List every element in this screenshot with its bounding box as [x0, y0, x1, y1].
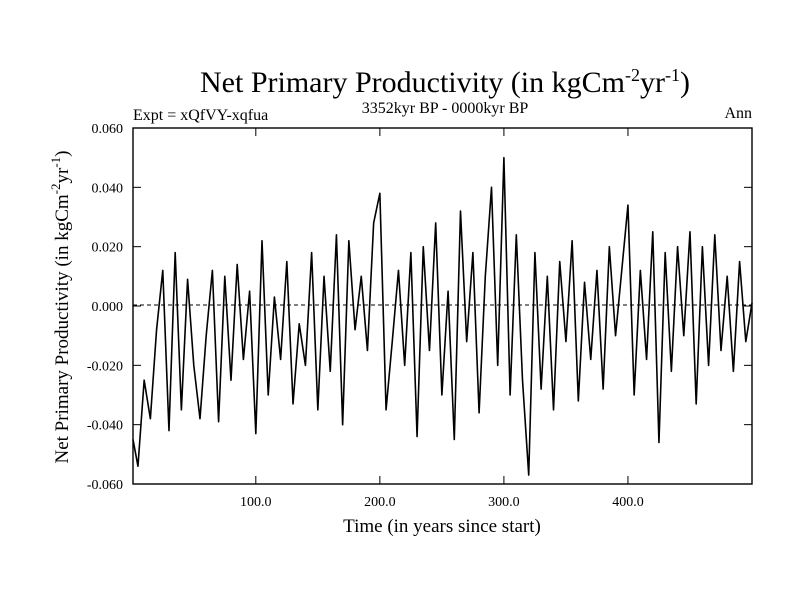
x-tick-label: 200.0 — [364, 495, 396, 510]
x-axis-ticks: 100.0 200.0 300.0 400.0 — [240, 128, 644, 510]
season-label: Ann — [724, 105, 752, 122]
y-tick-label: -0.060 — [87, 478, 123, 493]
period-label: 3352kyr BP - 0000kyr BP — [362, 100, 529, 117]
y-axis-label-sup2: -1 — [48, 157, 63, 168]
y-axis-label: Net Primary Productivity (in kgCm-2yr-1) — [48, 151, 73, 464]
y-axis-label-sup1: -2 — [48, 184, 63, 195]
y-tick-label: -0.040 — [87, 419, 123, 434]
y-axis-label-end: ) — [52, 151, 73, 157]
experiment-label: Expt = xQfVY-xqfua — [133, 107, 268, 124]
x-tick-label: 100.0 — [240, 495, 272, 510]
chart-title-end: ) — [680, 66, 690, 99]
y-tick-label: 0.040 — [92, 181, 124, 196]
y-axis-label-main: Net Primary Productivity (in kgCm — [52, 194, 73, 463]
chart-title-sup1: -2 — [625, 65, 640, 85]
chart-title-mid: yr — [640, 66, 665, 99]
chart-title: Net Primary Productivity (in kgCm-2yr-1) — [200, 65, 690, 99]
x-tick-label: 300.0 — [488, 495, 520, 510]
y-axis-ticks: -0.060 -0.040 -0.020 0.000 0.020 0.040 0.060 — [87, 122, 752, 493]
chart-title-main: Net Primary Productivity (in kgCm — [200, 66, 625, 99]
y-tick-label: 0.020 — [92, 241, 124, 256]
x-tick-label: 400.0 — [612, 495, 644, 510]
plot-frame — [132, 127, 753, 485]
y-axis-label-mid: yr — [52, 167, 73, 184]
y-tick-label: 0.000 — [92, 300, 124, 315]
y-tick-label: -0.020 — [87, 359, 123, 374]
chart-title-sup2: -1 — [665, 65, 680, 85]
x-axis-label: Time (in years since start) — [343, 516, 541, 537]
npp-series-line — [132, 156, 753, 476]
y-tick-label: 0.060 — [92, 122, 124, 137]
